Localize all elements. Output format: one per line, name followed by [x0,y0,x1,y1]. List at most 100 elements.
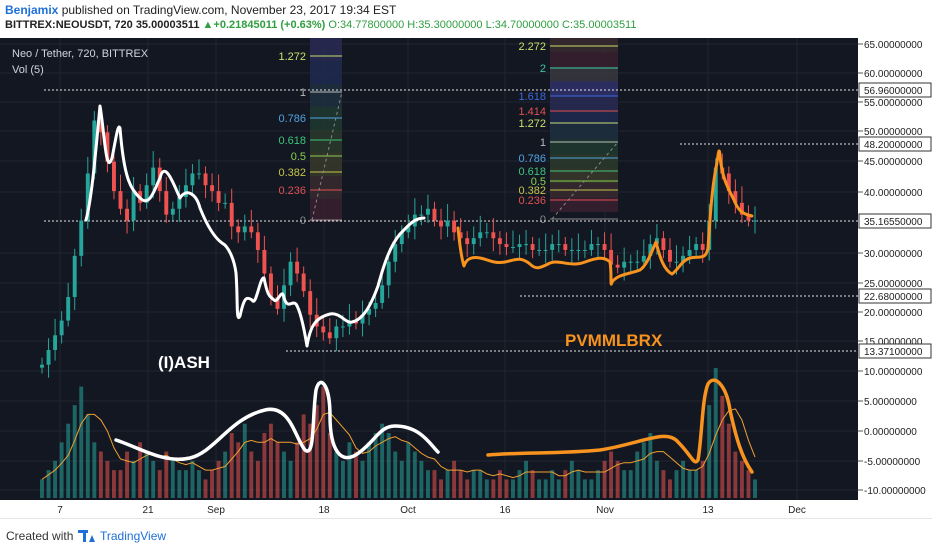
candle-body [694,244,699,250]
candle-body [288,261,293,286]
candle-body [242,226,247,233]
candle-body [393,244,398,262]
candle-body [236,226,241,233]
volume-bar [295,442,300,498]
volume-bar [321,386,326,498]
candle-body [471,238,476,245]
candle-body [537,249,542,251]
x-tick-label: Oct [400,505,416,516]
volume-bar [85,414,90,498]
candle-body [92,120,97,174]
candle-body [615,264,620,268]
candle-body [432,208,437,221]
volume-bar [255,460,260,498]
volume-bar [275,442,280,498]
volume-bar [497,470,502,498]
volume-bar [687,470,692,498]
fib-level-label: 1 [300,87,306,99]
volume-bar [753,479,757,498]
volume-bar [105,460,110,498]
candle-body [550,244,555,250]
candle-body [131,191,136,221]
x-tick-label: 16 [499,505,511,516]
volume-bar [380,423,385,498]
volume-bar [432,470,437,498]
candle-body [46,350,51,365]
price-axis[interactable]: 65.00000000 60.00000000 55.00000000 50.0000… [858,40,932,497]
candle-body [334,326,339,339]
fib-level-label: 1.272 [278,51,306,63]
candle-body [85,173,90,221]
y-tick-label: 25.00000000 [864,279,923,290]
volume-bar [511,479,515,498]
volume-bar [216,460,221,498]
volume-bar [700,460,705,498]
fib-level-label: 0.5 [291,151,306,163]
candle-body [563,244,568,250]
candle-body [458,232,463,239]
fib-band [550,38,618,53]
y-tick-label: 60.00000000 [864,69,923,80]
volume-bar [157,470,162,498]
candle-body [622,261,627,268]
fib-band [550,154,618,169]
candle-body [726,173,731,192]
volume-bar [615,460,620,498]
volume-bar [373,433,378,498]
price-change: +0.21845011 (+0.63%) [213,19,326,31]
y-tick-label: 20.00000000 [864,308,923,319]
time-axis[interactable]: 7 21 Sep 18 Oct 16 Nov 13 Dec [0,500,858,518]
author-link[interactable]: Benjamix [5,3,59,17]
candle-body [753,220,757,222]
candle-body [373,302,378,309]
candle-body [497,238,502,245]
fib-band [550,139,618,154]
price-level-label: 56.96000000 [864,86,923,97]
y-tick-label: 50.00000000 [864,127,923,138]
volume-bar [40,479,44,498]
x-tick-label: 7 [57,505,63,516]
volume-bar [582,479,587,498]
fib-level-label: 2 [540,63,546,75]
candle-body [197,173,201,175]
volume-bar [504,479,509,498]
volume-bar [654,460,659,498]
volume-bar [360,460,365,498]
tradingview-logo-icon [78,530,95,542]
y-tick-label: -10.00000000 [864,486,926,497]
volume-bar [478,470,483,498]
volume-bar [177,470,182,498]
annotation-label-ash: (I)ASH [158,353,210,372]
volume-bar [563,470,568,498]
volume-bar [53,460,58,498]
volume-bar [681,460,686,498]
price-chart[interactable]: 1.27210.7860.6180.50.3820.23602.27221.61… [0,38,932,518]
chart-legend-title: Neo / Tether, 720, BITTREX [12,48,149,60]
fib-band [550,168,618,183]
volume-bar [733,451,738,498]
volume-bar [537,479,542,498]
price-level-tag [858,288,932,304]
volume-bar [491,479,496,498]
volume-bar [576,470,581,498]
fib-band [550,110,618,125]
y-tick-label: -5.00000000 [864,457,921,468]
volume-trace-drawing [114,381,440,461]
candle-body [628,261,633,263]
volume-bar [674,470,679,498]
candle-body [340,326,345,328]
candle-body [425,208,430,215]
volume-bar [183,470,188,498]
y-tick-label: 55.00000000 [864,98,923,109]
fib-band [310,38,342,61]
volume-bar [190,460,195,498]
candle-body [170,208,175,215]
volume-bar [314,405,319,498]
tradingview-link[interactable]: TradingView [100,529,167,543]
volume-bar [170,460,175,498]
volume-bar [301,414,306,498]
volume-bar [530,470,535,498]
candle-body [504,244,509,248]
volume-trace-drawing-orange [486,378,754,474]
volume-bar [550,470,555,498]
